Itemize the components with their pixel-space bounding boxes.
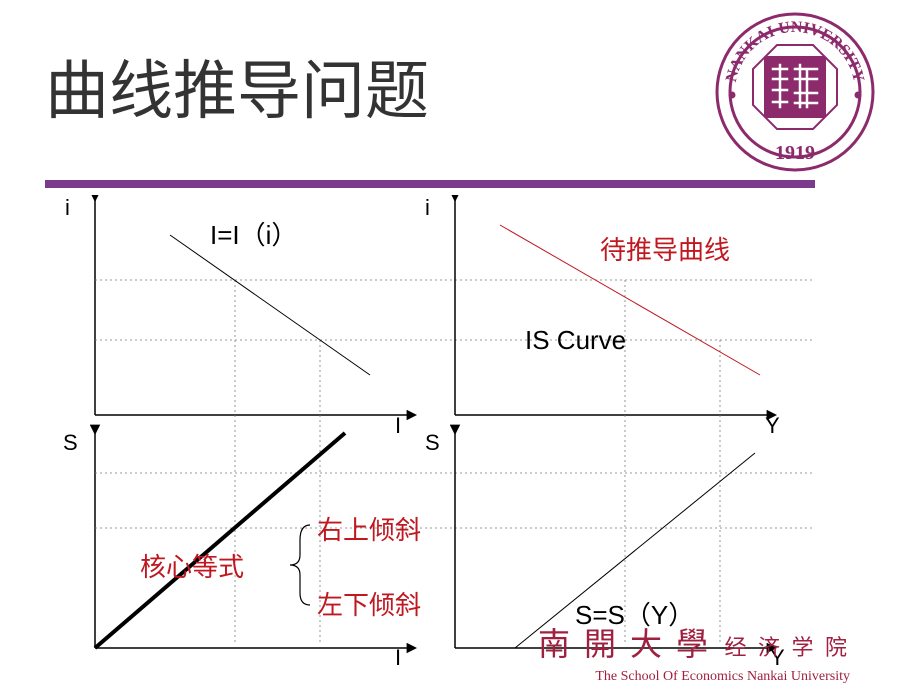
equation-tl: I=I（i）	[210, 215, 297, 252]
university-logo: NANKAI UNIVERSITY 1919	[710, 5, 880, 185]
annotation-bl-2: 右上倾斜	[317, 510, 421, 547]
four-quadrant-diagram: i I I=I（i） i Y IS Curve 待推导曲线 S I 核心等式 右…	[55, 195, 855, 675]
page-title: 曲线推导问题	[45, 40, 429, 132]
footer-english: The School Of Economics Nankai Universit…	[595, 669, 850, 685]
annotation-bl-1: 核心等式	[140, 547, 244, 584]
annotation-bl-3: 左下倾斜	[317, 585, 421, 622]
axis-label-I-tl: I	[395, 413, 401, 439]
axis-label-i-tr: i	[425, 195, 430, 221]
divider	[45, 180, 815, 188]
axis-label-S-bl: S	[63, 430, 78, 456]
axis-label-Y-tr: Y	[765, 413, 780, 439]
footer-chinese: 南 開 大 學 经 济 学 院	[538, 619, 850, 665]
axis-label-I-bl: I	[395, 645, 401, 671]
svg-text:1919: 1919	[775, 142, 815, 164]
annotation-tr: 待推导曲线	[600, 230, 730, 267]
axis-label-i-tl: i	[65, 195, 70, 221]
equation-tr: IS Curve	[525, 325, 626, 356]
axis-label-S-br: S	[425, 430, 440, 456]
